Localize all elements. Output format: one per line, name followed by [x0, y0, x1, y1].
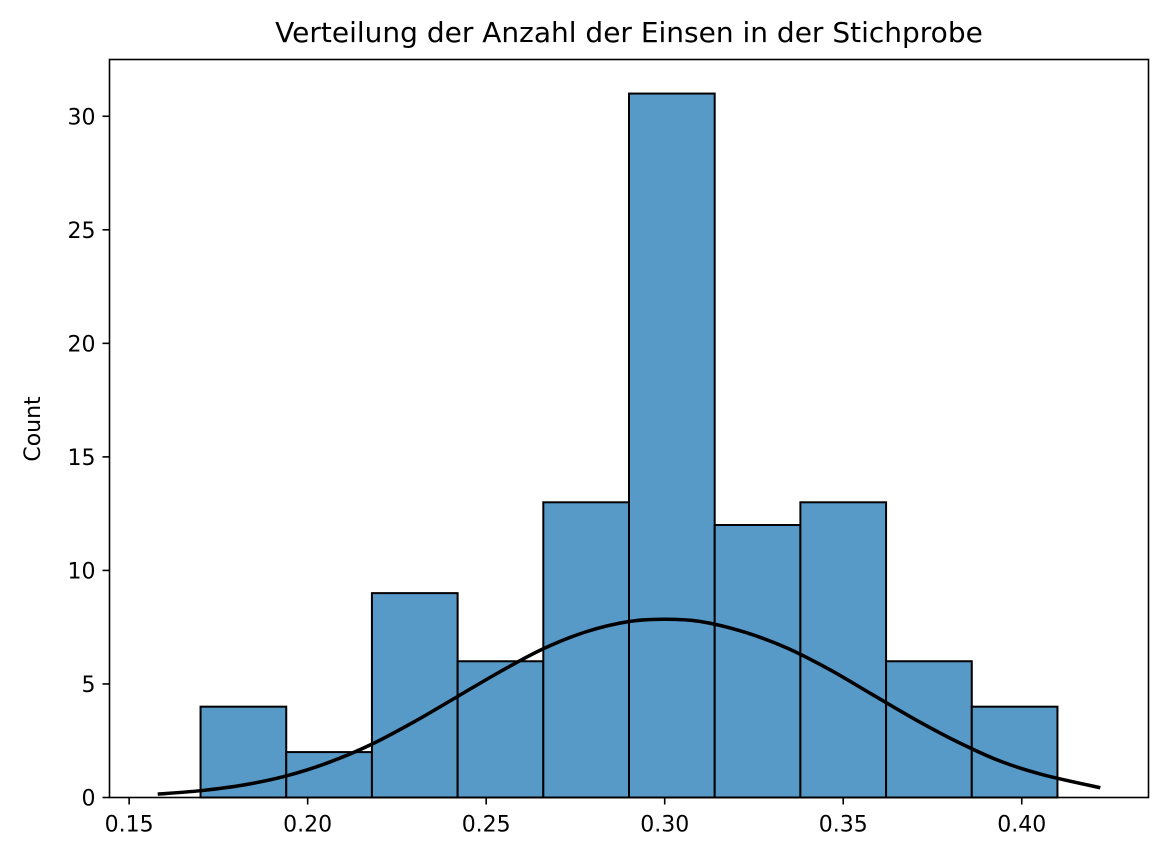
- plot-frame: [108, 58, 1150, 799]
- histogram-bar: [370, 592, 459, 799]
- histogram-bar: [713, 524, 802, 799]
- curve-group: [157, 617, 1101, 796]
- histogram-bar: [542, 501, 630, 799]
- bars-group: [199, 92, 1059, 799]
- histogram-bar: [970, 705, 1059, 799]
- y-tick-label: 10: [68, 559, 96, 584]
- x-tick-label: 0.20: [283, 813, 332, 838]
- y-axis: 0 5 10 15 20 25 30: [68, 105, 110, 812]
- y-tick-label: 30: [68, 105, 96, 130]
- histogram-bar: [799, 501, 888, 799]
- x-axis: 0.15 0.20 0.25 0.30 0.35 0.40: [105, 797, 1046, 838]
- density-curve: [157, 617, 1101, 796]
- histogram-bar: [285, 751, 373, 799]
- x-tick-label: 0.30: [640, 813, 689, 838]
- y-tick-label: 15: [68, 446, 96, 471]
- chart-title: Verteilung der Anzahl der Einsen in der …: [275, 16, 983, 49]
- x-tick-label: 0.25: [462, 813, 511, 838]
- y-tick-label: 5: [82, 673, 96, 698]
- x-tick-label: 0.40: [997, 813, 1046, 838]
- histogram-bar: [199, 705, 288, 799]
- x-tick-label: 0.35: [819, 813, 868, 838]
- y-tick-label: 0: [82, 787, 96, 812]
- y-axis-label: Count: [21, 396, 46, 462]
- x-tick-label: 0.15: [105, 813, 154, 838]
- histogram-bar: [456, 660, 545, 799]
- histogram-bar: [628, 92, 716, 799]
- histogram-bar: [885, 660, 973, 799]
- y-tick-label: 20: [68, 332, 96, 357]
- y-tick-label: 25: [68, 219, 96, 244]
